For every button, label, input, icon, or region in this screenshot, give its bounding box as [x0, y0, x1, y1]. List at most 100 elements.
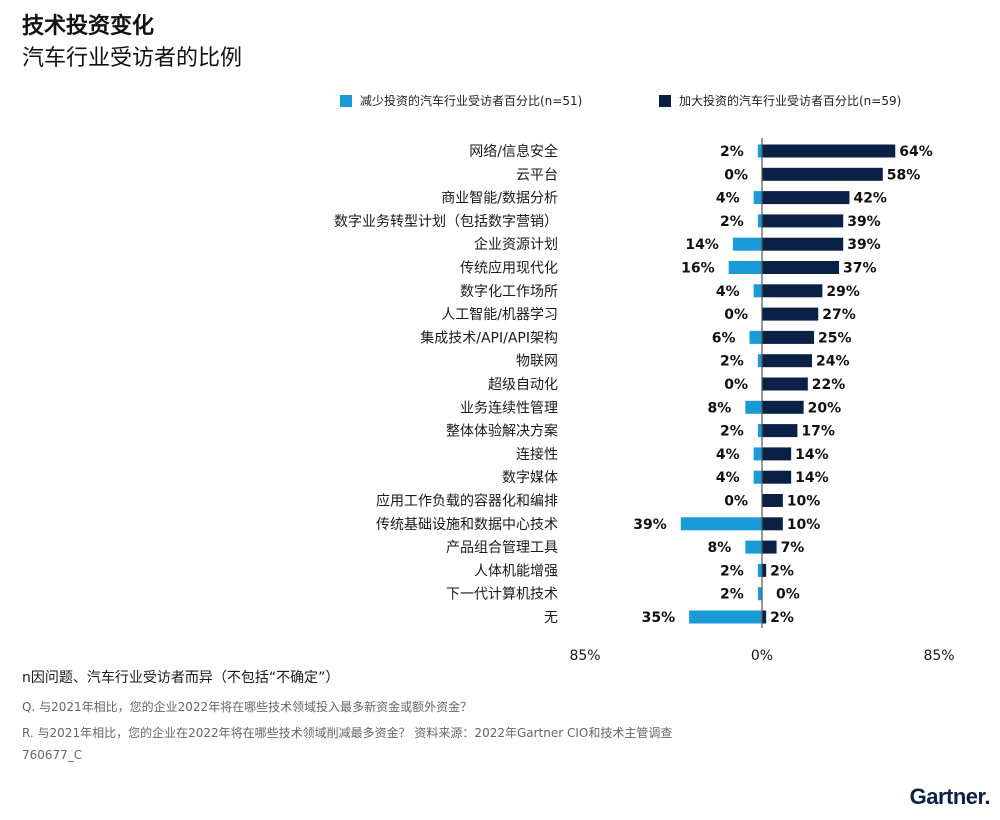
legend-swatch-decrease — [340, 94, 352, 107]
data-label-increase: 37% — [843, 261, 877, 277]
data-label-decrease: 2% — [720, 354, 744, 370]
category-label: 无 — [544, 610, 558, 626]
data-label-decrease: 35% — [642, 610, 676, 626]
bar-increase — [762, 377, 808, 391]
data-label-increase: 22% — [812, 377, 846, 393]
bar-decrease — [753, 191, 762, 205]
bar-decrease — [757, 424, 762, 438]
bar-decrease — [732, 237, 762, 251]
data-label-increase: 10% — [787, 494, 821, 510]
chart-subtitle: 汽车行业受访者的比例 — [22, 46, 243, 71]
bar-increase — [762, 167, 883, 181]
category-label: 人工智能/机器学习 — [441, 307, 558, 323]
category-label: 业务连续性管理 — [460, 399, 558, 416]
bar-increase — [762, 517, 783, 531]
sample-size-note: n因问题、汽车行业受访者而异（不包括“不确定”） — [22, 670, 340, 686]
data-label-decrease: 0% — [724, 377, 748, 393]
x-tick-label: 85% — [923, 648, 954, 664]
bar-increase — [762, 447, 792, 461]
data-label-decrease: 6% — [712, 330, 736, 346]
bar-decrease — [745, 540, 762, 554]
data-label-increase: 64% — [899, 144, 933, 160]
data-label-increase: 25% — [818, 330, 852, 346]
data-label-increase: 39% — [847, 214, 881, 230]
bar-decrease — [753, 284, 762, 298]
data-label-increase: 20% — [808, 400, 842, 416]
figure-id: 760677_C — [22, 748, 83, 762]
bar-increase — [762, 610, 767, 624]
bar-decrease — [753, 470, 762, 484]
bar-increase — [762, 284, 823, 298]
data-label-decrease: 0% — [724, 494, 748, 510]
data-label-decrease: 14% — [685, 237, 719, 253]
diverging-bar-chart: 网络/信息安全 2% 64% 云平台 0% 58% 商业智能/数据分析 4% 42% 数字业务转型… — [334, 138, 955, 664]
bar-decrease — [757, 563, 762, 577]
bar-decrease — [749, 330, 762, 344]
data-label-decrease: 2% — [720, 563, 744, 579]
bar-increase — [762, 424, 798, 438]
legend-swatch-increase — [659, 94, 671, 107]
data-label-decrease: 8% — [708, 540, 732, 556]
data-label-increase: 17% — [801, 424, 835, 440]
category-label: 产品组合管理工具 — [446, 540, 558, 556]
bar-increase — [762, 354, 812, 368]
data-label-increase: 42% — [853, 191, 887, 207]
bar-increase — [762, 261, 840, 274]
data-label-decrease: 0% — [724, 307, 748, 323]
bar-increase — [762, 540, 777, 554]
data-label-increase: 39% — [847, 237, 881, 253]
category-label: 商业智能/数据分析 — [441, 191, 558, 207]
data-label-increase: 0% — [776, 587, 800, 603]
bar-increase — [762, 563, 767, 577]
category-label: 网络/信息安全 — [469, 143, 558, 160]
x-tick-label: 85% — [569, 648, 600, 664]
question-decrease-note: R. 与2021年相比，您的企业在2022年将在哪些技术领域削减最多资金？ 资料… — [22, 726, 673, 740]
x-tick-label: 0% — [751, 648, 773, 664]
chart-title: 技术投资变化 — [22, 14, 155, 39]
category-label: 数字化工作场所 — [460, 284, 558, 300]
data-label-decrease: 2% — [720, 214, 744, 230]
data-label-increase: 14% — [795, 447, 829, 463]
data-label-decrease: 0% — [724, 167, 748, 183]
data-label-decrease: 4% — [716, 191, 740, 207]
category-label: 下一代计算机技术 — [446, 587, 558, 603]
category-label: 人体机能增强 — [474, 563, 558, 579]
bar-increase — [762, 330, 815, 344]
legend-label-decrease: 减少投资的汽车行业受访者百分比(n=51) — [360, 94, 583, 108]
bar-increase — [762, 470, 792, 484]
data-label-increase: 7% — [781, 540, 805, 556]
category-label: 数字媒体 — [502, 470, 558, 486]
category-label: 整体体验解决方案 — [446, 423, 558, 440]
question-increase-note: Q. 与2021年相比，您的企业2022年将在哪些技术领域投入最多新资金或额外资… — [22, 700, 473, 714]
data-label-increase: 10% — [787, 517, 821, 533]
data-label-decrease: 2% — [720, 424, 744, 440]
data-label-increase: 2% — [770, 610, 794, 626]
data-label-decrease: 4% — [716, 284, 740, 300]
data-label-decrease: 39% — [633, 517, 667, 533]
bar-decrease — [753, 447, 762, 461]
data-label-decrease: 2% — [720, 587, 744, 603]
bar-decrease — [689, 610, 762, 624]
bar-decrease — [757, 144, 762, 158]
legend-label-increase: 加大投资的汽车行业受访者百分比(n=59) — [679, 94, 902, 108]
bar-decrease — [680, 517, 762, 531]
bar-decrease — [745, 400, 762, 414]
data-label-increase: 27% — [822, 307, 856, 323]
data-label-decrease: 8% — [708, 400, 732, 416]
data-label-increase: 29% — [826, 284, 860, 300]
bar-decrease — [757, 587, 762, 601]
bar-decrease — [757, 214, 762, 228]
category-label: 应用工作负载的容器化和编排 — [376, 493, 558, 510]
bar-decrease — [728, 261, 762, 274]
category-label: 连接性 — [516, 446, 558, 463]
bar-increase — [762, 494, 783, 507]
bar-increase — [762, 191, 850, 205]
data-label-decrease: 16% — [681, 261, 715, 277]
category-label: 传统应用现代化 — [460, 260, 558, 277]
bar-increase — [762, 400, 804, 414]
data-label-increase: 2% — [770, 563, 794, 579]
bar-increase — [762, 237, 844, 251]
data-label-decrease: 2% — [720, 144, 744, 160]
data-label-increase: 14% — [795, 470, 829, 486]
category-label: 企业资源计划 — [474, 236, 558, 253]
